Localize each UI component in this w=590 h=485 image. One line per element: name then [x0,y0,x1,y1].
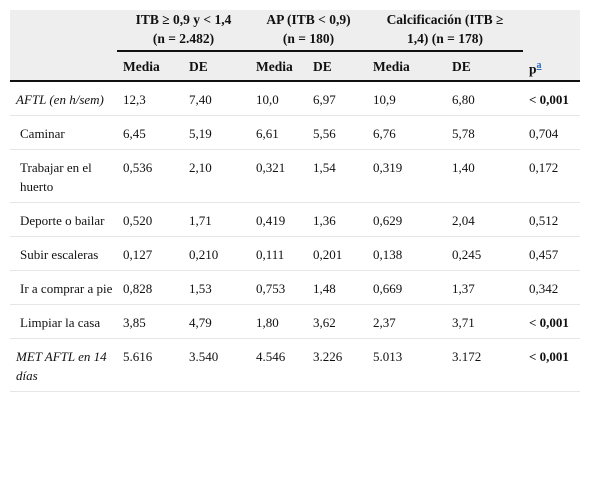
value-cell: 0,536 [117,149,183,203]
subheader-media: Media [367,51,447,82]
value-cell: 1,53 [183,270,250,305]
value-cell: 0,520 [117,202,183,237]
value-cell: 0,828 [117,270,183,305]
p-value-cell: 0,457 [523,236,581,271]
value-cell: 0,753 [250,270,307,305]
value-cell: 0,321 [250,149,307,203]
value-cell: 6,80 [446,80,524,116]
value-cell: 3,85 [117,304,183,339]
value-cell: 0,138 [367,236,447,271]
row-label: Limpiar la casa [10,304,117,339]
p-value-cell: 0,704 [523,115,581,150]
p-value-cell: 0,512 [523,202,581,237]
row-label: Subir escaleras [10,236,117,271]
p-value-cell: < 0,001 [523,304,581,339]
value-cell: 10,0 [250,80,307,116]
value-cell: 3.172 [446,338,524,392]
group-header-normal: ITB ≥ 0,9 y < 1,4 (n = 2.482) [117,10,250,52]
value-cell: 0,201 [307,236,368,271]
subheader-de: DE [307,51,368,82]
group-header-calcification-line1: Calcificación (ITB ≥ [386,12,504,27]
header-p-spacer [523,10,581,51]
value-cell: 2,37 [367,304,447,339]
value-cell: 3,62 [307,304,368,339]
header-label-cell [10,51,117,82]
value-cell: 1,54 [307,149,368,203]
table-row: Ir a comprar a pie 0,828 1,53 0,753 1,48 0,66… [10,270,581,305]
table-row: Trabajar en el huerto 0,536 2,10 0,321 1,54 0… [10,149,581,203]
subheader-de: DE [446,51,524,82]
value-cell: 0,127 [117,236,183,271]
value-cell: 5,19 [183,115,250,150]
row-label: Deporte o bailar [10,202,117,237]
value-cell: 5,78 [446,115,524,150]
row-label: Trabajar en el huerto [10,149,117,203]
group-header-calcification: Calcificación (ITB ≥ 1,4) (n = 178) [367,10,524,52]
value-cell: 6,45 [117,115,183,150]
table-row: Caminar 6,45 5,19 6,61 5,56 6,76 5,78 0,704 [10,115,581,150]
row-label: AFTL (en h/sem) [10,80,117,116]
subheader-p: pa [523,51,581,82]
table-row: Deporte o bailar 0,520 1,71 0,419 1,36 0,629 2… [10,202,581,237]
table-row: MET AFTL en 14 días 5.616 3.540 4.546 3.226 5… [10,338,581,392]
group-header-normal-line2: (n = 2.482) [152,31,215,46]
group-header-calcification-line2: 1,4) (n = 178) [407,31,483,46]
value-cell: 5.616 [117,338,183,392]
value-cell: 1,37 [446,270,524,305]
group-header-ap-line1: AP (ITB < 0,9) [266,12,351,27]
value-cell: 2,10 [183,149,250,203]
value-cell: 10,9 [367,80,447,116]
value-cell: 0,245 [446,236,524,271]
p-value-cell: 0,342 [523,270,581,305]
value-cell: 1,40 [446,149,524,203]
value-cell: 6,76 [367,115,447,150]
value-cell: 7,40 [183,80,250,116]
table-row: Limpiar la casa 3,85 4,79 1,80 3,62 2,37 3,71 <… [10,304,581,339]
value-cell: 0,111 [250,236,307,271]
subheader-media: Media [117,51,183,82]
value-cell: 1,48 [307,270,368,305]
table-row: AFTL (en h/sem) 12,3 7,40 10,0 6,97 10,9 6,80 <… [10,80,581,116]
group-header-ap: AP (ITB < 0,9) (n = 180) [250,10,368,52]
p-value-cell: < 0,001 [523,338,581,392]
header-corner [10,10,117,51]
value-cell: 4,79 [183,304,250,339]
subheader-de: DE [183,51,250,82]
value-cell: 0,629 [367,202,447,237]
footnote-a-link[interactable]: a [536,60,542,71]
group-header-normal-line1: ITB ≥ 0,9 y < 1,4 [135,12,232,27]
value-cell: 0,210 [183,236,250,271]
value-cell: 4.546 [250,338,307,392]
value-cell: 12,3 [117,80,183,116]
row-label: MET AFTL en 14 días [10,338,117,392]
value-cell: 1,80 [250,304,307,339]
p-value-cell: < 0,001 [523,80,581,116]
value-cell: 1,36 [307,202,368,237]
value-cell: 3.226 [307,338,368,392]
results-table: ITB ≥ 0,9 y < 1,4 (n = 2.482) AP (ITB < … [10,10,581,392]
value-cell: 3.540 [183,338,250,392]
group-header-ap-line2: (n = 180) [282,31,335,46]
value-cell: 3,71 [446,304,524,339]
value-cell: 6,61 [250,115,307,150]
p-label: p [529,61,537,77]
value-cell: 5,56 [307,115,368,150]
value-cell: 6,97 [307,80,368,116]
value-cell: 0,419 [250,202,307,237]
row-label: Caminar [10,115,117,150]
value-cell: 0,669 [367,270,447,305]
subheader-media: Media [250,51,307,82]
table-row: Subir escaleras 0,127 0,210 0,111 0,201 0,138… [10,236,581,271]
value-cell: 0,319 [367,149,447,203]
p-value-cell: 0,172 [523,149,581,203]
value-cell: 2,04 [446,202,524,237]
value-cell: 1,71 [183,202,250,237]
value-cell: 5.013 [367,338,447,392]
row-label: Ir a comprar a pie [10,270,117,305]
